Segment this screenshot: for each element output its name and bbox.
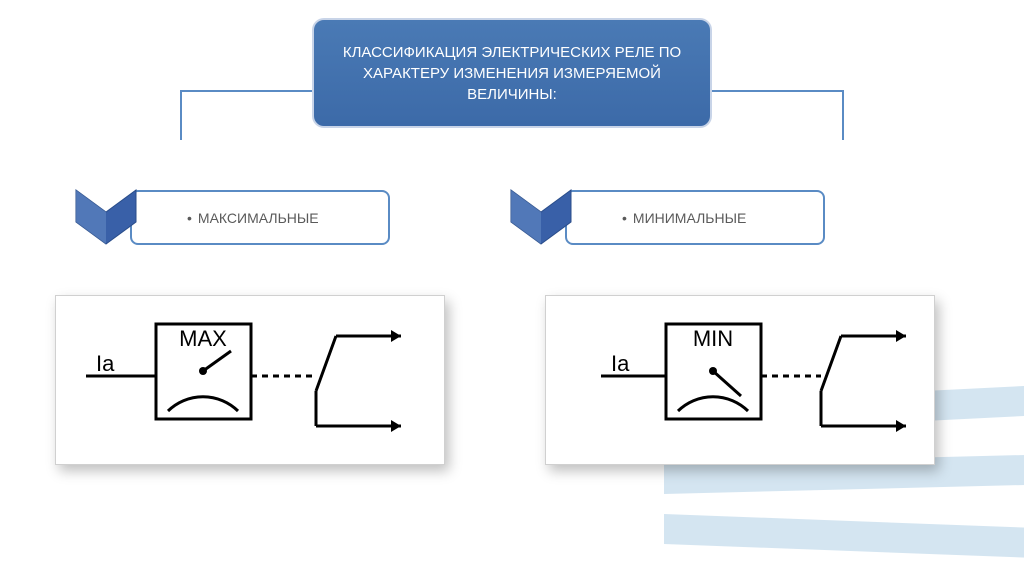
branch-label-max: МАКСИМАЛЬНЫЕ	[198, 210, 319, 226]
chevron-icon-left	[70, 188, 142, 248]
header-title-box: КЛАССИФИКАЦИЯ ЭЛЕКТРИЧЕСКИХ РЕЛЕ ПО ХАРА…	[312, 18, 712, 128]
input-label-min: Ia	[611, 351, 630, 376]
box-label-min: MIN	[693, 326, 733, 351]
box-label-max: MAX	[179, 326, 227, 351]
header-title-text: КЛАССИФИКАЦИЯ ЭЛЕКТРИЧЕСКИХ РЕЛЕ ПО ХАРА…	[324, 42, 700, 105]
input-label-max: Ia	[96, 351, 115, 376]
branch-box-min: • МИНИМАЛЬНЫЕ	[565, 190, 825, 245]
chevron-icon-right	[505, 188, 577, 248]
diagram-card-min: Ia MIN	[545, 295, 935, 465]
branch-box-max: • МАКСИМАЛЬНЫЕ	[130, 190, 390, 245]
bullet-left: •	[187, 210, 192, 226]
bullet-right: •	[622, 210, 627, 226]
branch-label-min: МИНИМАЛЬНЫЕ	[633, 210, 746, 226]
diagram-card-max: Ia MAX	[55, 295, 445, 465]
